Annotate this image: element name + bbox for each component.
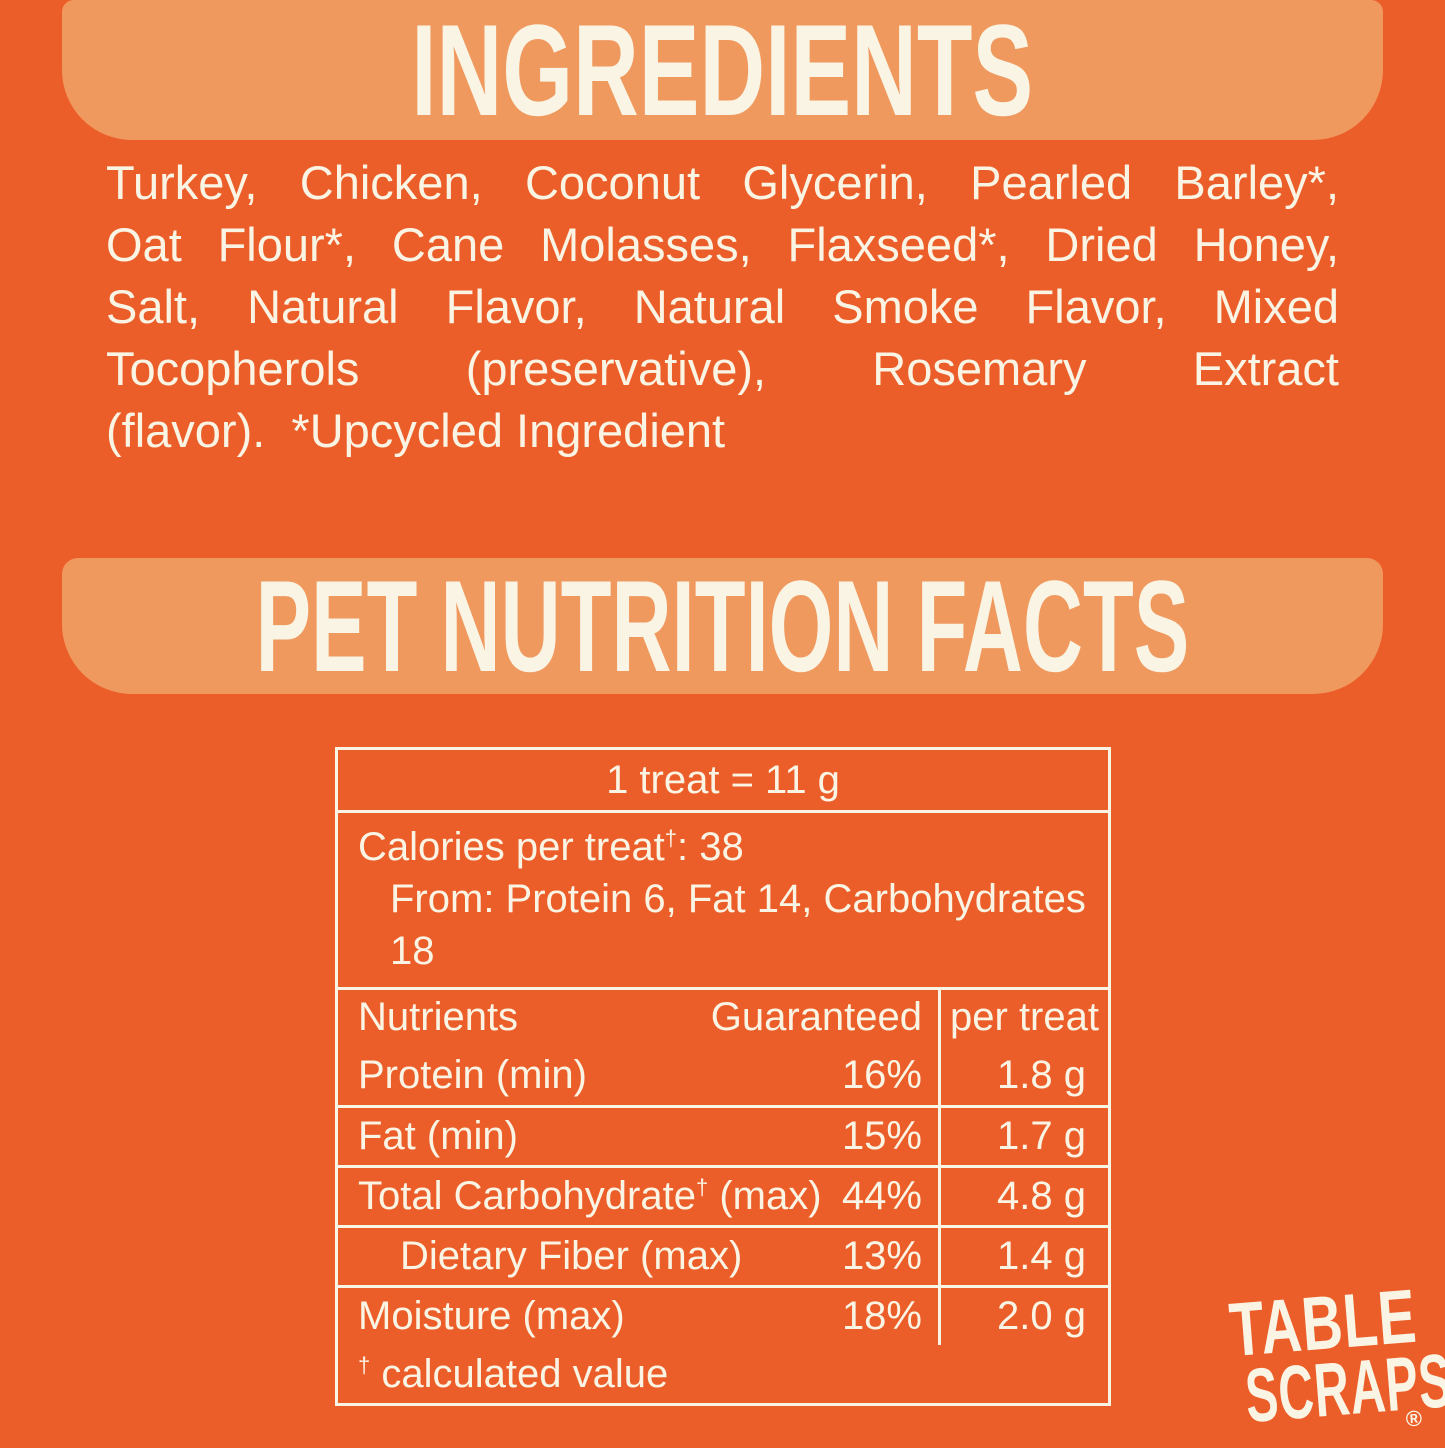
guaranteed-value: 15% xyxy=(841,1114,922,1158)
ingredients-header-panel: INGREDIENTS xyxy=(62,0,1383,140)
per-treat-value: 2.0 g xyxy=(997,1294,1086,1338)
ingredient-line: Tocopherols (preservative), Rosemary Ext… xyxy=(106,342,1339,395)
dagger-symbol: † xyxy=(695,1174,709,1200)
ingredient-line: (flavor). *Upcycled Ingredient xyxy=(106,404,726,457)
footnote-label: calculated value xyxy=(370,1351,669,1396)
per-treat-value: 1.4 g xyxy=(997,1234,1086,1278)
nutrient-row: Total Carbohydrate† (max) 44% 4.8 g xyxy=(338,1165,1108,1225)
dagger-symbol: † xyxy=(664,825,678,851)
calories-row: Calories per treat†: 38 From: Protein 6,… xyxy=(338,810,1108,987)
registered-mark: ® xyxy=(1404,1405,1423,1432)
guaranteed-value: 18% xyxy=(841,1294,922,1338)
serving-size: 1 treat = 11 g xyxy=(606,757,840,802)
nutrient-label: Dietary Fiber (max) xyxy=(400,1234,743,1278)
guaranteed-value: 16% xyxy=(841,1052,922,1097)
ingredient-line: Turkey, Chicken, Coconut Glycerin, Pearl… xyxy=(106,156,1339,209)
table-header-row: Nutrients Guaranteed per treat xyxy=(338,987,1108,1045)
guaranteed-value: 13% xyxy=(841,1234,922,1278)
nutrient-row: Fat (min) 15% 1.7 g xyxy=(338,1105,1108,1165)
nutrient-label: Fat (min) xyxy=(358,1114,518,1158)
nutrition-header-panel: PET NUTRITION FACTS xyxy=(62,558,1383,694)
header-guaranteed: Guaranteed xyxy=(710,995,922,1039)
ingredients-text: Turkey, Chicken, Coconut Glycerin, Pearl… xyxy=(106,152,1339,462)
per-treat-value: 1.7 g xyxy=(997,1114,1086,1158)
nutrient-row: Moisture (max) 18% 2.0 g xyxy=(338,1285,1108,1345)
calories-from-line: From: Protein 6, Fat 14, Carbohydrates 1… xyxy=(390,877,1086,973)
guaranteed-value: 44% xyxy=(841,1174,922,1218)
ingredient-line: Salt, Natural Flavor, Natural Smoke Flav… xyxy=(106,280,1339,333)
calories-label: Calories per treat xyxy=(358,825,665,869)
nutrient-label: Total Carbohydrate† (max) xyxy=(358,1174,822,1218)
nutrient-rows: Protein (min) 16% 1.8 g Fat (min) 15% 1.7 g To… xyxy=(338,1045,1108,1345)
nutrient-row: Protein (min) 16% 1.8 g xyxy=(338,1045,1108,1105)
header-per-treat: per treat xyxy=(950,995,1099,1039)
footnote-row: † calculated value xyxy=(338,1345,1108,1403)
ingredient-line: Oat Flour*, Cane Molasses, Flaxseed*, Dr… xyxy=(106,218,1339,271)
nutrient-label: Moisture (max) xyxy=(358,1294,625,1338)
header-nutrients: Nutrients xyxy=(358,995,519,1039)
calories-line: Calories per treat†: 38 xyxy=(358,821,1088,873)
calories-value: : 38 xyxy=(677,825,744,869)
nutrient-row: Dietary Fiber (max) 13% 1.4 g xyxy=(338,1225,1108,1285)
nutrition-title: PET NUTRITION FACTS xyxy=(255,553,1190,699)
brand-logo: TABLE SCRAPS ® xyxy=(1200,1274,1445,1439)
nutrient-label: Protein (min) xyxy=(358,1052,587,1097)
per-treat-value: 1.8 g xyxy=(997,1052,1086,1097)
per-treat-value: 4.8 g xyxy=(997,1174,1086,1218)
serving-row: 1 treat = 11 g xyxy=(338,750,1108,810)
brand-logo-line2: SCRAPS xyxy=(1242,1337,1445,1439)
ingredients-title: INGREDIENTS xyxy=(411,0,1034,143)
dagger-symbol: † xyxy=(358,1352,371,1378)
nutrition-table: 1 treat = 11 g Calories per treat†: 38 F… xyxy=(335,747,1111,1406)
footnote-text: † calculated value xyxy=(358,1352,668,1397)
